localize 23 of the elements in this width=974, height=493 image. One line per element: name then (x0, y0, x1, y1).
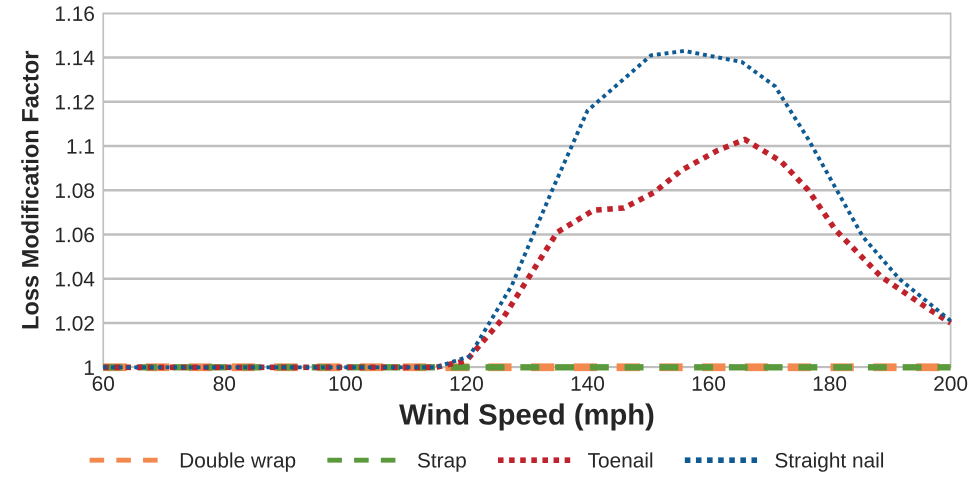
y-tick-label: 1 (84, 360, 94, 375)
y-tick-label: 1.04 (56, 272, 94, 287)
y-axis-title: Loss Modification Factor (21, 50, 39, 328)
legend-label: Double wrap (180, 452, 296, 472)
y-tick-label: 1.06 (56, 228, 94, 242)
x-tick-label: 180 (814, 376, 846, 391)
x-tick-label: 120 (450, 376, 483, 391)
x-tick-label: 140 (572, 376, 604, 391)
x-tick-label: 80 (214, 376, 236, 391)
y-tick-label: 1.08 (56, 183, 94, 198)
y-tick-label: 1.12 (56, 94, 94, 110)
legend-label: Toenail (588, 452, 652, 468)
legend-label: Strap (418, 452, 466, 472)
x-tick-label: 160 (692, 376, 726, 391)
y-tick-label: 1.14 (56, 50, 94, 66)
y-tick-label: 1.1 (68, 139, 94, 154)
x-axis-title: Wind Speed (mph) (399, 403, 654, 431)
y-tick-label: 1.02 (56, 316, 94, 331)
x-tick-label: 60 (92, 376, 114, 391)
x-tick-label: 100 (330, 376, 362, 391)
x-tick-label: 200 (934, 376, 968, 391)
y-tick-label: 1.16 (56, 6, 94, 22)
legend-label: Straight nail (775, 452, 884, 472)
